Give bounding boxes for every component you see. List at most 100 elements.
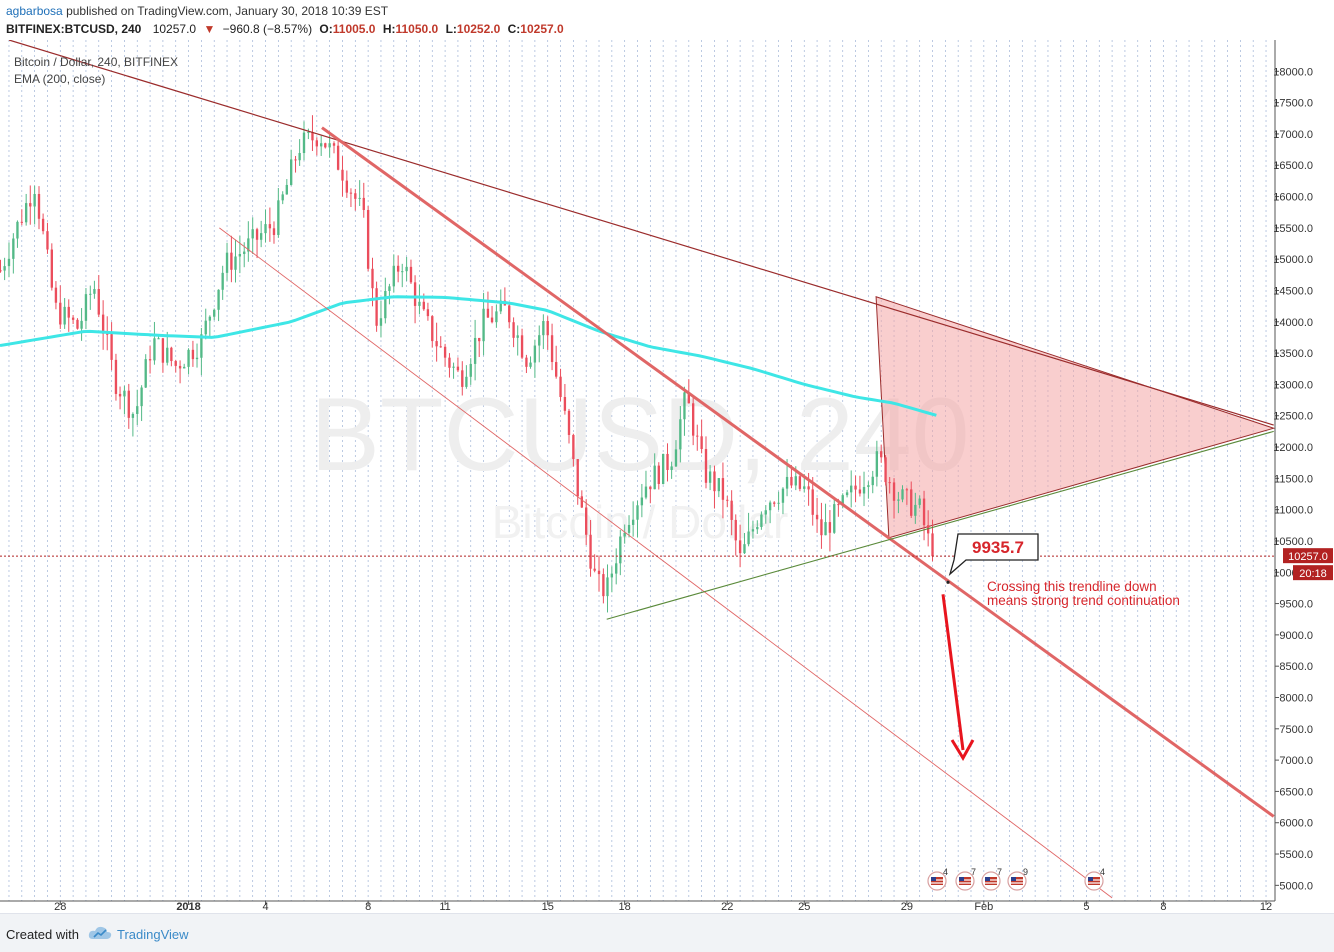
candle-body [221,272,224,290]
candle-body [691,403,695,436]
candle-body [118,393,122,397]
candle-body [653,465,656,490]
candle-body [281,194,284,201]
candle-body [623,532,626,537]
candle-body [324,143,327,148]
candle-body [892,482,896,501]
time-tick-label: 18 [619,901,631,911]
publish-info: agbarbosa published on TradingView.com, … [6,4,388,18]
candle-body [54,287,58,303]
candle-body [636,505,639,520]
symbol-label: BITFINEX:BTCUSD, 240 [6,22,142,36]
candle-body [234,256,237,270]
candle-body [349,192,353,194]
target-price-label: 9935.7 [972,538,1024,557]
price-tick-label: 16000.0 [1273,192,1313,204]
candle-body [366,209,370,269]
candle-body [717,478,720,492]
price-tick-label: 9500.0 [1279,599,1313,611]
candle-body [362,197,365,210]
candle-body [426,309,430,317]
candle-body [807,486,810,490]
candle-body [550,335,554,363]
candle-body [452,366,455,368]
candle-body [918,498,921,505]
candle-body [166,347,169,363]
last-price-tag-label: 10257.0 [1288,551,1328,563]
open-value: 11005.0 [332,22,376,36]
candle-body [559,376,562,398]
candle-body [204,320,207,335]
author-link[interactable]: agbarbosa [6,4,63,18]
candle-body [670,466,673,470]
time-tick-label: 22 [721,901,733,911]
candle-body [358,197,361,199]
candle-body [880,451,883,458]
candle-body [910,489,913,516]
created-with-text: Created with [6,927,79,942]
candle-body [285,184,288,195]
chart-area[interactable]: BTCUSD, 240 Bitcoin / Dollar 9935.7 Crossin… [0,40,1334,911]
candle-body [640,497,644,506]
candle-body [401,271,404,273]
candle-body [0,270,2,272]
candle-body [153,338,156,361]
price-tick-label: 6500.0 [1279,786,1313,798]
candle-body [486,308,490,318]
candle-body [824,522,827,536]
candle-body [708,471,712,483]
candle-body [272,228,276,235]
candle-body [495,311,498,323]
candle-body [456,366,460,371]
projection-arrow-shaft [941,594,965,751]
price-tick-label: 10500.0 [1273,536,1313,548]
candle-body [439,346,442,348]
time-tick-label: 8 [1160,901,1166,911]
note-line-1: Crossing this trendline down [987,579,1157,594]
event-flag-stripes [959,877,971,885]
tradingview-cloud-icon[interactable] [88,926,112,940]
candle-body [905,489,909,491]
watermark-symbol: BTCUSD, 240 [311,377,970,493]
high-value: 11050.0 [395,22,439,36]
candle-body [336,145,340,170]
candle-body [867,485,870,488]
candle-body [251,229,254,239]
candle-body [332,143,336,146]
candle-body [926,525,930,534]
tradingview-brand-link[interactable]: TradingView [117,927,189,942]
candle-body [828,522,832,533]
candle-body [803,486,806,489]
candle-body [726,499,729,501]
candle-body [845,492,849,496]
indicator-label: EMA (200, close) [14,72,106,86]
time-tick-label: 2018 [176,901,200,911]
candle-body [465,376,468,387]
candle-body [341,169,344,181]
candle-body [41,218,45,232]
candle-body [815,514,819,520]
time-tick-label: 5 [1083,901,1089,911]
change-value: −960.8 (−8.57%) [222,22,313,36]
candle-body [679,419,682,450]
candle-body [123,390,126,397]
candle-body [76,319,79,329]
candle-body [67,306,70,318]
candle-body [375,288,378,326]
candle-body [610,573,614,578]
candle-body [24,203,28,223]
candle-body [247,238,250,252]
price-tick-label: 14000.0 [1273,317,1313,329]
candle-body [238,253,242,257]
candle-body [277,200,280,235]
price-tick-label: 7500.0 [1279,724,1313,736]
candle-body [627,524,631,533]
candle-body [243,251,246,254]
price-tick-label: 13500.0 [1273,348,1313,360]
candle-body [854,485,857,490]
price-tick-label: 15500.0 [1273,223,1313,235]
time-tick-label: 12 [1260,901,1272,911]
candle-body [756,527,759,530]
event-count: 7 [997,867,1002,877]
